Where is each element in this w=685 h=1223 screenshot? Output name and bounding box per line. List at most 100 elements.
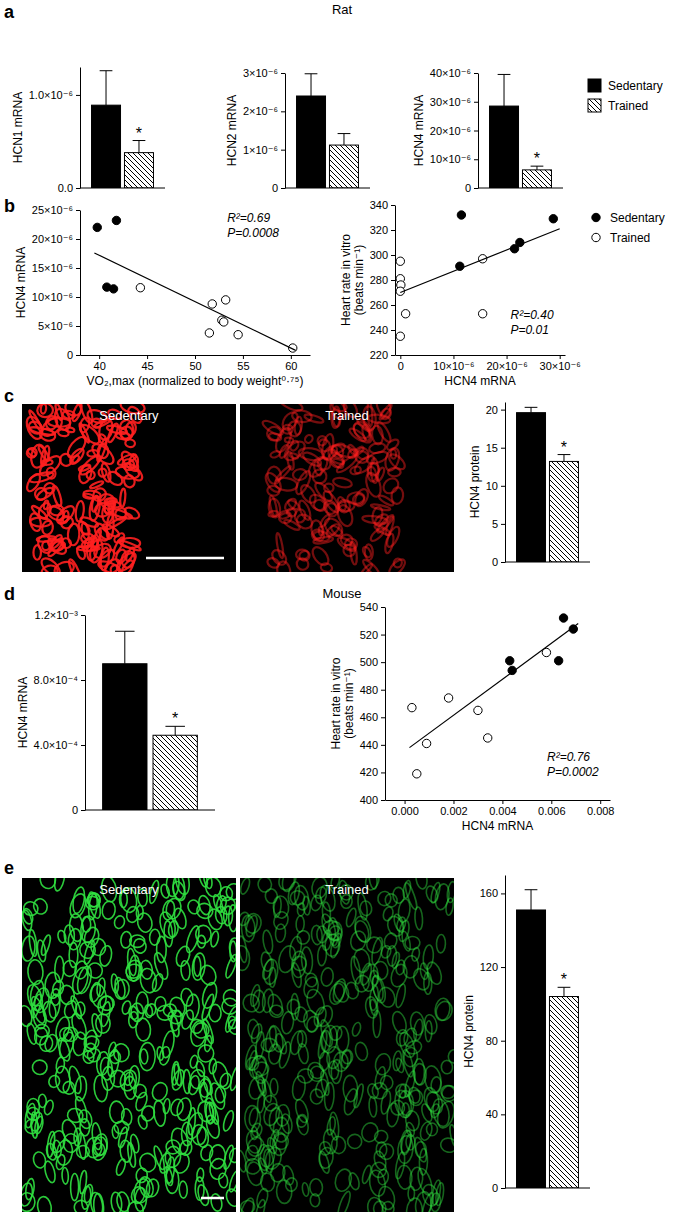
error-bar <box>525 407 538 412</box>
x-baseline <box>505 562 590 563</box>
axis-title: HCN1 mRNA <box>11 92 25 163</box>
error-bar <box>100 71 113 105</box>
error-bar <box>525 890 538 910</box>
tick: 1.2×10⁻³ <box>35 609 85 621</box>
texture-shape <box>106 469 125 488</box>
axis-title: HCN2 mRNA <box>225 95 239 166</box>
error-cap <box>100 70 113 71</box>
texture-shape <box>244 1044 258 1071</box>
annotations: * <box>136 125 142 142</box>
texture-shape <box>345 907 358 928</box>
tick: 30×10⁻⁶ <box>540 355 581 372</box>
axis-title-line: Heart rate in vitro <box>339 234 353 326</box>
tick-label: 55 <box>237 360 249 372</box>
texture-shape <box>45 503 66 522</box>
texture-shape <box>97 559 122 572</box>
tick-mark <box>551 800 552 804</box>
texture-shape <box>340 534 354 547</box>
tick-label: 480 <box>360 684 378 696</box>
texture-shape <box>83 490 101 499</box>
error-bar <box>338 134 351 146</box>
point <box>478 310 486 318</box>
tick: 40 <box>486 1108 505 1120</box>
texture-shape <box>72 1032 88 1057</box>
texture-shape <box>344 981 360 1000</box>
legend-swatch <box>592 233 600 241</box>
texture-shape <box>423 1065 443 1094</box>
texture-shape <box>291 1075 307 1101</box>
texture-shape <box>332 980 351 1004</box>
scatter-chart: 404550556005×10⁻⁶10×10⁻⁶15×10⁻⁶20×10⁻⁶25… <box>14 204 310 388</box>
error-bar <box>558 455 571 462</box>
texture-shape <box>70 966 91 996</box>
tick-label: 3×10⁻⁶ <box>243 67 278 79</box>
tick-label: 0 <box>492 556 498 568</box>
annotations: * <box>534 150 540 167</box>
texture-shape <box>377 891 392 907</box>
texture-shape <box>112 1043 130 1063</box>
micrograph-background <box>240 878 454 1212</box>
texture-shape <box>114 550 139 572</box>
texture-shape <box>409 1167 424 1191</box>
texture-shape <box>370 458 378 483</box>
texture-shape <box>55 1057 65 1074</box>
texture-shape <box>144 1004 153 1018</box>
tick-mark <box>381 772 385 773</box>
texture-shape <box>280 410 301 433</box>
texture-shape <box>208 1081 227 1110</box>
point <box>136 284 144 292</box>
tick-label: 0 <box>492 1182 498 1194</box>
tick-label: 260 <box>370 299 388 311</box>
point <box>112 216 120 224</box>
tick-label: 0.000 <box>391 805 419 817</box>
texture-shape <box>330 442 357 459</box>
texture-shape <box>77 464 94 485</box>
axis-title: VO₂,max (normalized to body weight⁰·⁷⁵) <box>87 374 304 388</box>
y-axis: 220240260280300320340 <box>370 199 396 361</box>
error-stem <box>311 74 312 96</box>
texture-shape <box>189 1055 199 1069</box>
texture-shape <box>195 901 215 920</box>
bar <box>103 664 147 810</box>
texture-shape <box>171 1151 191 1175</box>
texture-shape <box>163 1166 174 1186</box>
error-stem <box>563 987 564 996</box>
image-label: Sedentary <box>99 408 159 423</box>
texture-shape <box>112 1125 119 1138</box>
texture-shape <box>62 960 77 977</box>
tick-label: 500 <box>360 656 378 668</box>
tick-label: 0.0 <box>58 182 73 194</box>
tick-mark <box>281 73 285 74</box>
texture-shape <box>439 1136 454 1154</box>
texture-shape <box>395 1029 409 1047</box>
tick-mark <box>381 635 385 636</box>
texture-shape <box>342 1050 353 1064</box>
tick: 10×10⁻⁶ <box>433 355 474 372</box>
tick-mark <box>391 355 395 356</box>
texture-shape <box>37 536 56 543</box>
tick-mark <box>391 305 395 306</box>
tick: 40 <box>94 355 106 372</box>
texture-shape <box>139 1042 155 1070</box>
axis-title: HCN4 mRNA <box>14 247 28 318</box>
texture-shape <box>138 1152 158 1174</box>
texture-shape <box>262 929 274 954</box>
tick: 0.000 <box>391 800 419 817</box>
error-stem <box>504 74 505 106</box>
tick-mark <box>381 717 385 718</box>
texture-shape <box>347 1134 362 1149</box>
tick-label: 0 <box>272 182 278 194</box>
texture-shape <box>62 410 75 419</box>
axis-line <box>505 403 506 563</box>
tick: 40×10⁻⁶ <box>430 67 478 79</box>
image-label: Trained <box>325 882 369 897</box>
tick-mark <box>76 326 80 327</box>
tick-label: 0.004 <box>489 805 517 817</box>
texture-shape <box>59 514 75 530</box>
texture-shape <box>366 1083 379 1100</box>
texture-shape <box>223 1005 236 1033</box>
texture-shape <box>409 1090 423 1106</box>
image-label: Trained <box>325 408 369 423</box>
texture-shape <box>317 945 327 966</box>
texture-shape <box>280 878 299 893</box>
